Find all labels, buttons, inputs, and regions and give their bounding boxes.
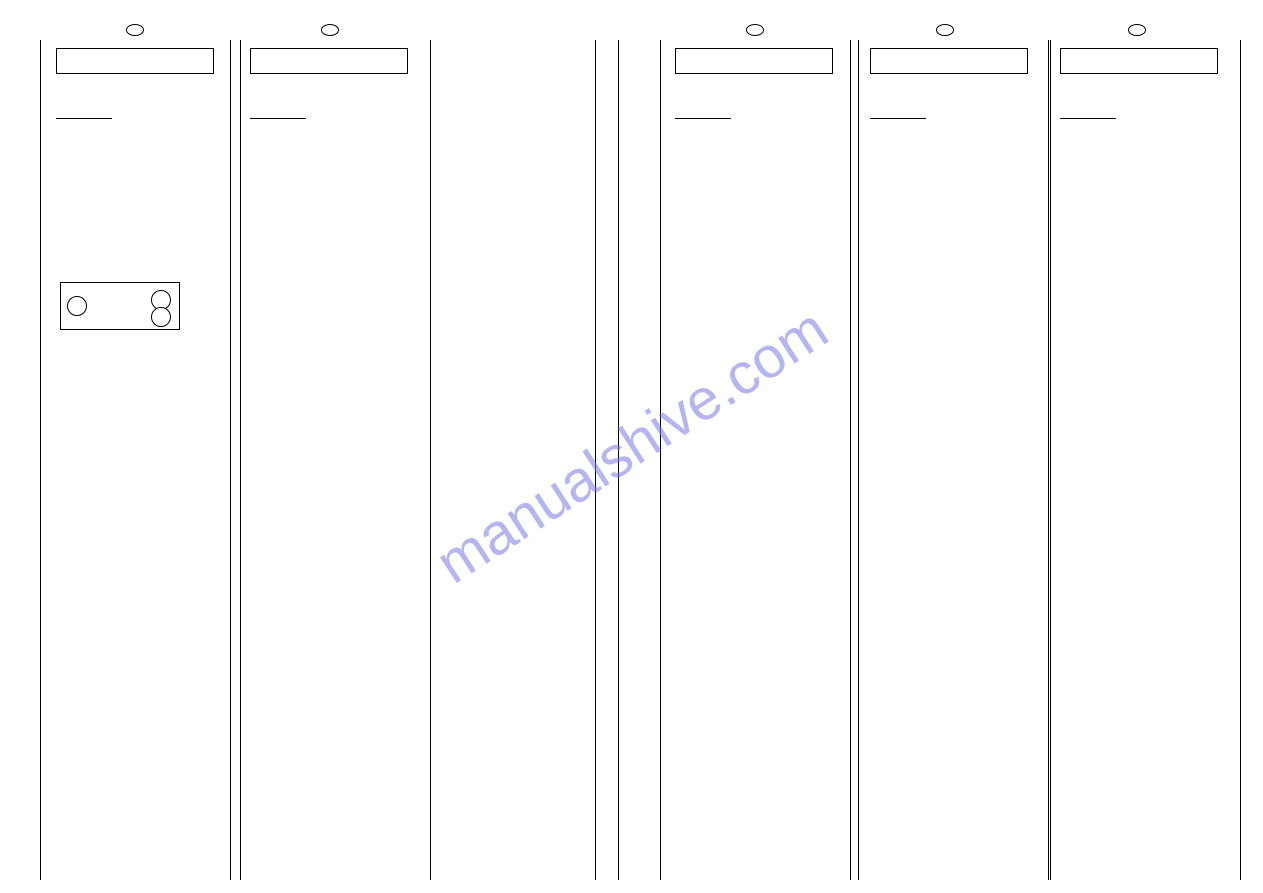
col-6-title-box xyxy=(1060,48,1218,74)
col-4-divider-left xyxy=(660,40,661,880)
col-5-title-box xyxy=(870,48,1028,74)
col-1-device-circle-bottom-right xyxy=(151,307,171,327)
col-1-divider-right xyxy=(230,40,231,880)
col-2-hr xyxy=(250,118,306,119)
col-5-divider-right xyxy=(1048,40,1049,880)
diagram-page: { "canvas": { "width": 1263, "height": 8… xyxy=(0,0,1263,893)
col-6-divider-right xyxy=(1240,40,1241,880)
col-5-divider-left xyxy=(858,40,859,880)
watermark-text: manualshive.com xyxy=(425,295,840,597)
col-6-hr xyxy=(1060,118,1116,119)
col-1-hr xyxy=(56,118,112,119)
col-3-divider-right xyxy=(618,40,619,880)
col-1-title-box xyxy=(56,48,214,74)
col-3-divider-left xyxy=(595,40,596,880)
col-1-device-circle-left xyxy=(67,296,87,316)
col-2-title-box xyxy=(250,48,408,74)
col-2-divider-left xyxy=(240,40,241,880)
col-1-ellipse-marker xyxy=(126,24,144,36)
col-5-hr xyxy=(870,118,926,119)
col-5-ellipse-marker xyxy=(936,24,954,36)
col-4-title-box xyxy=(675,48,833,74)
col-4-hr xyxy=(675,118,731,119)
col-1-divider-left xyxy=(40,40,41,880)
col-2-divider-right xyxy=(430,40,431,880)
col-4-divider-right xyxy=(850,40,851,880)
col-6-ellipse-marker xyxy=(1128,24,1146,36)
col-6-divider-left xyxy=(1050,40,1051,880)
col-2-ellipse-marker xyxy=(321,24,339,36)
col-4-ellipse-marker xyxy=(746,24,764,36)
